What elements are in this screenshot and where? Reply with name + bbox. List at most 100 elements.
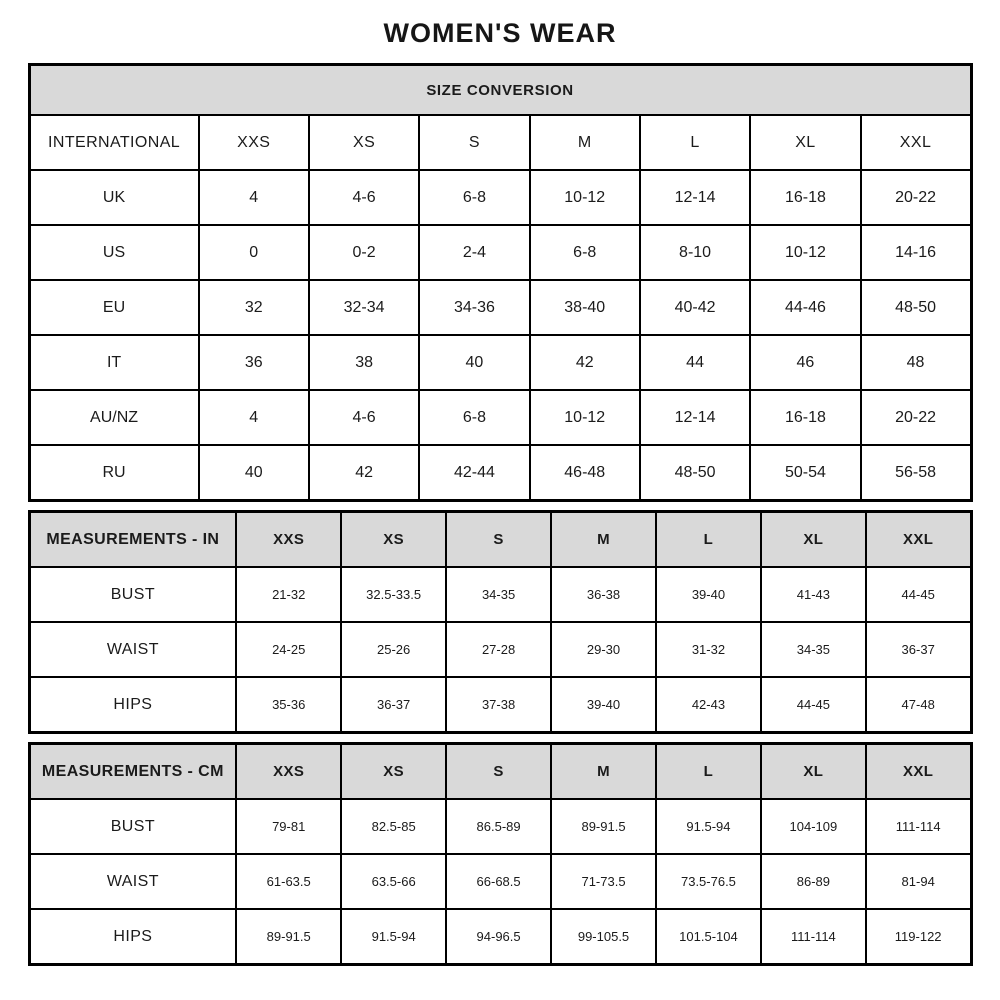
measurements-cm-header-row: MEASUREMENTS - CM XXS XS S M L XL XXL (27, 742, 973, 800)
cell: 86-89 (759, 853, 867, 910)
cell: 56-58 (859, 444, 973, 502)
size-chart-page: WOMEN'S WEAR SIZE CONVERSION INTERNATION… (27, 0, 973, 966)
cell: 101.5-104 (654, 908, 762, 966)
cell: 47-48 (864, 676, 973, 734)
row-label: EU (28, 279, 200, 336)
cell: 119-122 (864, 908, 973, 966)
column-header-xl: XL (749, 114, 862, 171)
column-header-xl: XL (759, 742, 867, 800)
cell: 44-45 (864, 566, 973, 623)
column-header-xs: XS (307, 114, 421, 171)
row-label: HIPS (27, 908, 238, 966)
column-header-s: S (418, 114, 531, 171)
column-header-xxl: XXL (864, 510, 973, 568)
column-header-xxs: XXS (197, 114, 310, 171)
cell: 48 (859, 334, 973, 391)
cell: 36 (197, 334, 310, 391)
cell: 6-8 (418, 169, 531, 226)
cell: 14-16 (859, 224, 973, 281)
cell: 4 (197, 389, 310, 446)
cell: 82.5-85 (340, 798, 448, 855)
cell: 20-22 (859, 169, 973, 226)
row-label: RU (28, 444, 200, 502)
column-header-xxs: XXS (235, 742, 343, 800)
cell: 66-68.5 (445, 853, 553, 910)
cell: 44-45 (759, 676, 867, 734)
cell: 42-43 (654, 676, 762, 734)
column-header-international: INTERNATIONAL (28, 114, 200, 171)
measurements-cm-table: MEASUREMENTS - CM XXS XS S M L XL XXL BU… (27, 742, 973, 966)
table-row-bust-in: BUST 21-32 32.5-33.5 34-35 36-38 39-40 4… (27, 566, 973, 623)
cell: 44-46 (749, 279, 862, 336)
cell: 20-22 (859, 389, 973, 446)
cell: 34-35 (445, 566, 553, 623)
cell: 40 (418, 334, 531, 391)
cell: 4-6 (307, 389, 421, 446)
column-header-l: L (654, 510, 762, 568)
table-row-it: IT 36 38 40 42 44 46 48 (28, 334, 973, 391)
row-label: WAIST (27, 853, 238, 910)
table-row-hips-in: HIPS 35-36 36-37 37-38 39-40 42-43 44-45… (27, 676, 973, 734)
column-header-xxl: XXL (859, 114, 973, 171)
row-label: US (28, 224, 200, 281)
cell: 71-73.5 (550, 853, 657, 910)
column-header-s: S (445, 742, 553, 800)
column-header-xxs: XXS (235, 510, 343, 568)
cell: 31-32 (654, 621, 762, 678)
cell: 48-50 (638, 444, 752, 502)
row-label: WAIST (27, 621, 238, 678)
cell: 25-26 (340, 621, 448, 678)
measurements-in-table: MEASUREMENTS - IN XXS XS S M L XL XXL BU… (27, 510, 973, 734)
cell: 36-38 (550, 566, 657, 623)
cell: 94-96.5 (445, 908, 553, 966)
cell: 99-105.5 (550, 908, 657, 966)
column-header-xs: XS (340, 510, 448, 568)
cell: 42-44 (418, 444, 531, 502)
size-conversion-banner-row: SIZE CONVERSION (28, 63, 972, 116)
cell: 63.5-66 (340, 853, 448, 910)
cell: 38 (307, 334, 421, 391)
measurements-in-header-row: MEASUREMENTS - IN XXS XS S M L XL XXL (27, 510, 973, 568)
cell: 32.5-33.5 (340, 566, 448, 623)
cell: 32 (197, 279, 310, 336)
cell: 21-32 (235, 566, 343, 623)
column-header-xl: XL (759, 510, 867, 568)
table-row-us: US 0 0-2 2-4 6-8 8-10 10-12 14-16 (28, 224, 973, 281)
row-label: AU/NZ (28, 389, 200, 446)
table-row-hips-cm: HIPS 89-91.5 91.5-94 94-96.5 99-105.5 10… (27, 908, 973, 966)
cell: 10-12 (749, 224, 862, 281)
cell: 34-35 (759, 621, 867, 678)
cell: 38-40 (528, 279, 641, 336)
row-label: UK (28, 169, 200, 226)
column-header-l: L (638, 114, 752, 171)
cell: 111-114 (759, 908, 867, 966)
table-row-eu: EU 32 32-34 34-36 38-40 40-42 44-46 48-5… (28, 279, 973, 336)
cell: 6-8 (418, 389, 531, 446)
cell: 91.5-94 (340, 908, 448, 966)
row-label: IT (28, 334, 200, 391)
cell: 24-25 (235, 621, 343, 678)
cell: 89-91.5 (550, 798, 657, 855)
column-header-l: L (654, 742, 762, 800)
cell: 46 (749, 334, 862, 391)
cell: 12-14 (638, 389, 752, 446)
cell: 41-43 (759, 566, 867, 623)
cell: 48-50 (859, 279, 973, 336)
cell: 6-8 (528, 224, 641, 281)
cell: 79-81 (235, 798, 343, 855)
cell: 32-34 (307, 279, 421, 336)
cell: 73.5-76.5 (654, 853, 762, 910)
cell: 34-36 (418, 279, 531, 336)
measurements-cm-title: MEASUREMENTS - CM (27, 742, 238, 800)
cell: 2-4 (418, 224, 531, 281)
cell: 91.5-94 (654, 798, 762, 855)
cell: 36-37 (340, 676, 448, 734)
cell: 36-37 (864, 621, 973, 678)
column-header-xxl: XXL (864, 742, 973, 800)
column-header-s: S (445, 510, 553, 568)
cell: 16-18 (749, 169, 862, 226)
cell: 40 (197, 444, 310, 502)
measurements-in-title: MEASUREMENTS - IN (27, 510, 238, 568)
cell: 42 (528, 334, 641, 391)
cell: 16-18 (749, 389, 862, 446)
